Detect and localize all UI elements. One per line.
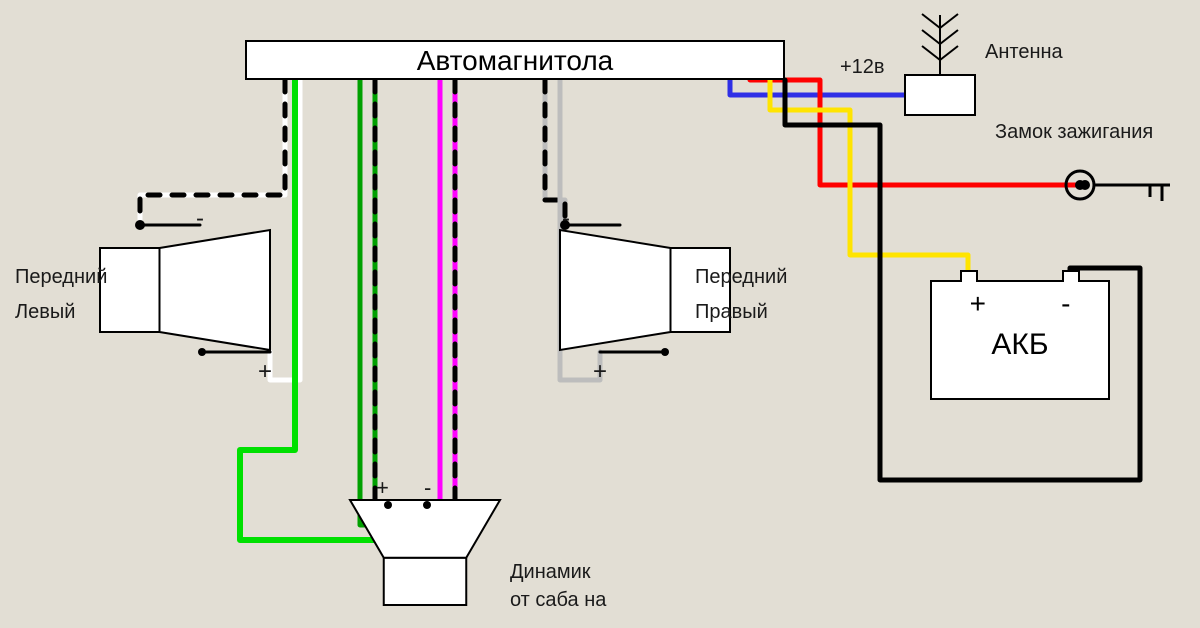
sub-label-2: от саба на xyxy=(510,588,606,612)
fr-minus: - xyxy=(562,205,570,234)
sub-minus: - xyxy=(424,475,431,501)
v12-label: +12в xyxy=(840,55,885,79)
antenna-label: Антенна xyxy=(985,40,1063,64)
fr-plus: + xyxy=(593,358,607,387)
battery-minus-sign: - xyxy=(1061,288,1070,320)
fl-minus: - xyxy=(196,205,204,234)
fl-plus: + xyxy=(258,358,272,387)
front-right-label-2: Правый xyxy=(695,300,768,324)
head-unit: Автомагнитола xyxy=(245,40,785,80)
front-left-label-2: Левый xyxy=(15,300,75,324)
sub-label-1: Динамик xyxy=(510,560,591,584)
battery-label: АКБ xyxy=(932,328,1108,362)
sub-plus: + xyxy=(376,475,389,501)
front-left-label-1: Передний xyxy=(15,265,107,289)
battery-plus-sign: + xyxy=(970,288,986,320)
front-right-label-1: Передний xyxy=(695,265,787,289)
ignition-label: Замок зажигания xyxy=(995,120,1153,144)
head-unit-label: Автомагнитола xyxy=(417,45,614,76)
battery: + - АКБ xyxy=(930,280,1110,400)
